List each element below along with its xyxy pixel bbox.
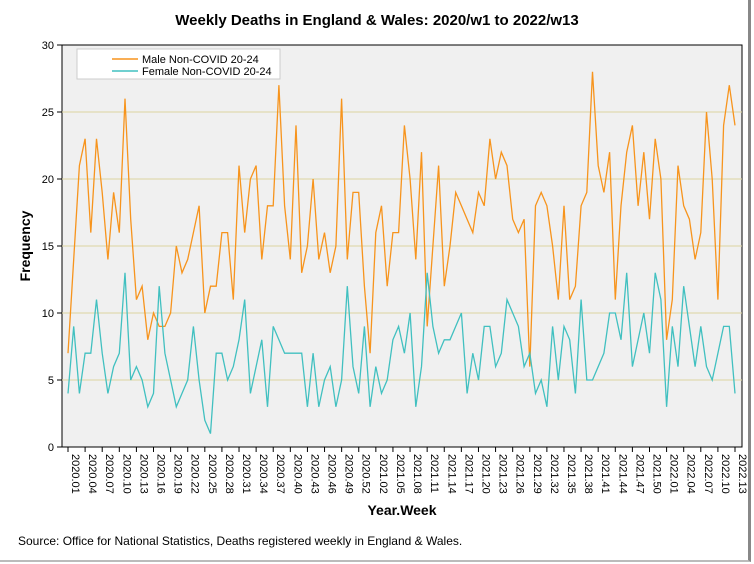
x-tick-label: 2022.10 bbox=[719, 454, 731, 494]
x-tick-label: 2020.25 bbox=[206, 454, 218, 494]
series-line-female bbox=[67, 272, 736, 434]
x-tick-label: 2021.50 bbox=[650, 454, 662, 494]
x-tick-label: 2020.34 bbox=[257, 454, 269, 494]
x-tick-label: 2021.35 bbox=[565, 454, 577, 494]
x-tick-label: 2022.07 bbox=[702, 454, 714, 494]
x-tick-label: 2020.10 bbox=[120, 454, 132, 494]
x-tick-label: 2020.13 bbox=[137, 454, 149, 494]
source-note: Source: Office for National Statistics, … bbox=[18, 534, 463, 548]
x-tick-label: 2022.13 bbox=[736, 454, 748, 494]
x-tick-label: 2020.37 bbox=[274, 454, 286, 494]
x-axis-label: Year.Week bbox=[367, 502, 436, 518]
x-tick-label: 2021.17 bbox=[462, 454, 474, 494]
x-tick-label: 2022.01 bbox=[668, 454, 680, 494]
x-tick-label: 2020.31 bbox=[240, 454, 252, 494]
x-tick-label: 2020.16 bbox=[155, 454, 167, 494]
legend-label-male: Male Non-COVID 20-24 bbox=[142, 54, 259, 66]
legend-label-female: Female Non-COVID 20-24 bbox=[142, 66, 272, 78]
x-tick-label: 2020.04 bbox=[86, 454, 98, 494]
x-tick-label: 2021.05 bbox=[394, 454, 406, 494]
line-chart: 0 5 10 15 20 25 30 2020.01 2020.04 2020.07 2020.1… bbox=[17, 40, 748, 518]
x-tick-label: 2020.22 bbox=[189, 454, 201, 494]
x-tick-label: 2020.49 bbox=[343, 454, 355, 494]
x-tick-label: 2021.41 bbox=[599, 454, 611, 494]
x-tick-label: 2020.43 bbox=[308, 454, 320, 494]
x-tick-label: 2020.01 bbox=[69, 454, 81, 494]
legend: Male Non-COVID 20-24 Female Non-COVID 20… bbox=[76, 48, 281, 80]
x-tick-label: 2021.20 bbox=[479, 454, 491, 494]
y-tick-label: 25 bbox=[42, 107, 54, 119]
x-tick-label: 2021.08 bbox=[411, 454, 423, 494]
y-tick-label: 0 bbox=[48, 442, 54, 454]
x-tick-label: 2020.52 bbox=[360, 454, 372, 494]
y-tick-label: 10 bbox=[42, 308, 54, 320]
x-tick-label: 2020.19 bbox=[172, 454, 184, 494]
y-tick-label: 15 bbox=[42, 241, 54, 253]
x-tick-label: 2021.44 bbox=[616, 454, 628, 494]
y-tick-label: 30 bbox=[42, 40, 54, 52]
x-tick-label: 2021.23 bbox=[497, 454, 509, 494]
x-tick-label: 2021.26 bbox=[514, 454, 526, 494]
y-tick-label: 20 bbox=[42, 174, 54, 186]
x-tick-label: 2020.07 bbox=[103, 454, 115, 494]
x-tick-label: 2020.28 bbox=[223, 454, 235, 494]
y-axis-label: Frequency bbox=[17, 210, 33, 281]
x-tick-label: 2020.46 bbox=[326, 454, 338, 494]
x-tick-label: 2022.04 bbox=[685, 454, 697, 494]
y-tick-label: 5 bbox=[48, 375, 54, 387]
x-tick-label: 2021.38 bbox=[582, 454, 594, 494]
x-tick-label: 2021.29 bbox=[531, 454, 543, 494]
x-tick-label: 2020.40 bbox=[291, 454, 303, 494]
chart-title: Weekly Deaths in England & Wales: 2020/w… bbox=[175, 12, 579, 29]
x-tick-label: 2021.02 bbox=[377, 454, 389, 494]
series-line-male bbox=[67, 71, 736, 367]
x-tick-label: 2021.32 bbox=[548, 454, 560, 494]
x-tick-label: 2021.47 bbox=[633, 454, 645, 494]
x-tick-label: 2021.11 bbox=[428, 454, 440, 493]
x-tick-label: 2021.14 bbox=[445, 454, 457, 494]
